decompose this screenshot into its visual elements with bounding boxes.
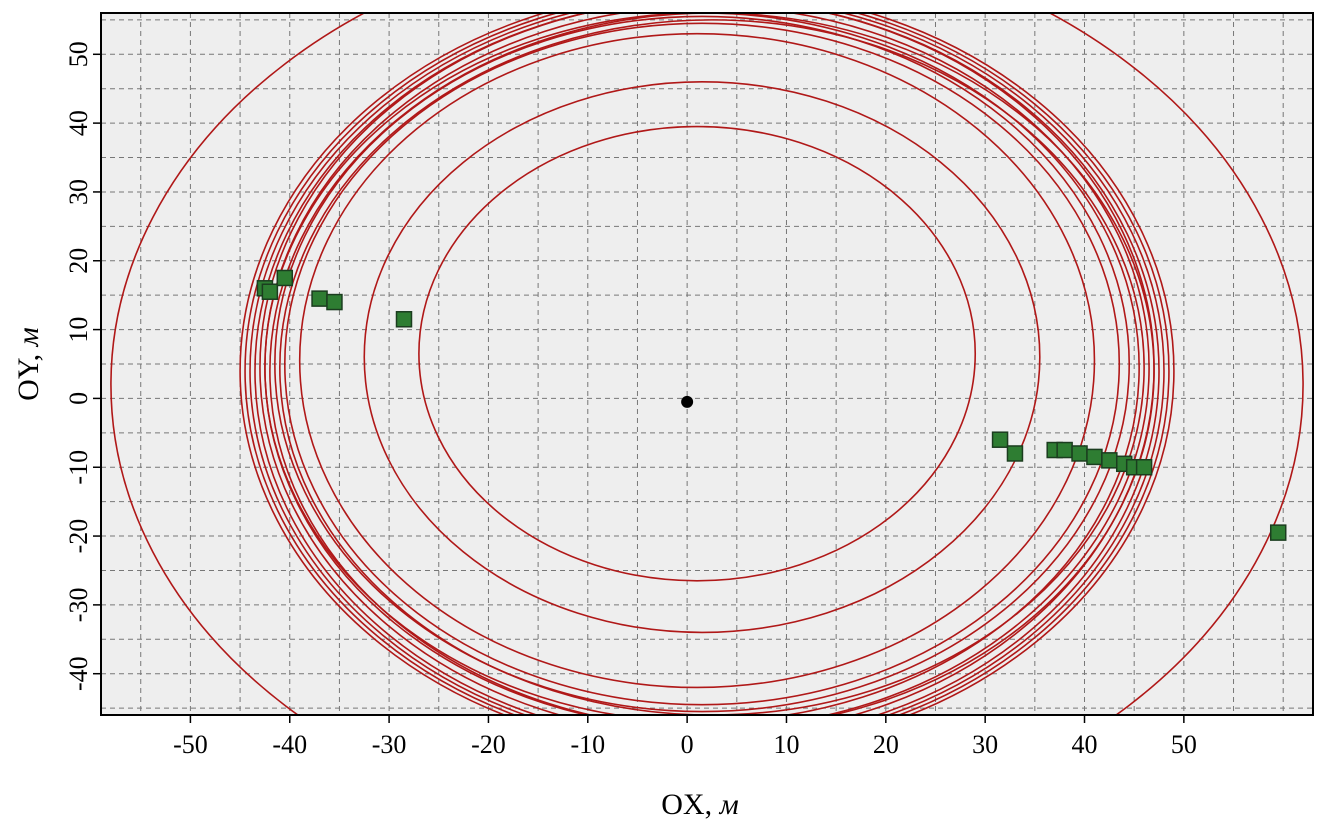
data-point-marker [1086, 448, 1103, 466]
y-tick-label: -30 [64, 588, 93, 623]
data-point-marker [395, 311, 413, 328]
plot-frame [100, 12, 1314, 716]
y-tick-label: 0 [64, 392, 93, 405]
x-axis-title-main: OX, [661, 788, 712, 821]
x-axis-title: OX, м [661, 788, 739, 821]
x-tick-label: 20 [873, 730, 899, 759]
data-point-marker [326, 293, 343, 311]
y-tick-label: 10 [64, 317, 93, 343]
data-point-marker [1071, 445, 1088, 462]
x-axis-title-unit: м [719, 788, 739, 821]
trajectory-curve [110, 13, 1304, 715]
trajectory-curves [110, 13, 1304, 715]
trajectory-curve [298, 32, 1096, 689]
data-point-marker [276, 269, 294, 287]
y-axis-title-unit: м [12, 327, 45, 347]
trajectory-curve [264, 13, 1150, 715]
data-point-marker [1056, 441, 1073, 459]
y-axis-title: OY, м [12, 327, 45, 401]
x-axis-ticks: -50 -40 -30 -20 -10 0 10 20 30 40 50 [173, 715, 1197, 759]
trajectory-curve [254, 13, 1160, 715]
data-point-marker [1269, 524, 1287, 541]
y-axis-title-main: OY, [12, 354, 45, 401]
y-axis-ticks: -40 -30 -20 -10 0 10 20 30 40 50 [64, 41, 101, 691]
x-tick-label: -40 [272, 730, 307, 759]
x-tick-label: 40 [1072, 730, 1098, 759]
y-tick-label: 20 [64, 248, 93, 274]
y-tick-label: 50 [64, 41, 93, 67]
data-point-marker [991, 431, 1009, 448]
y-tick-label: 40 [64, 110, 93, 136]
trajectory-curve [283, 22, 1121, 706]
y-tick-label: -40 [64, 656, 93, 691]
data-point-marker [1006, 445, 1024, 462]
y-tick-label: 30 [64, 179, 93, 205]
trajectory-curve [244, 13, 1170, 715]
center-point [681, 395, 694, 408]
grid [101, 13, 1313, 715]
x-tick-label: -20 [471, 730, 506, 759]
trajectory-curve [274, 15, 1131, 713]
x-tick-label: -50 [173, 730, 208, 759]
x-tick-label: -30 [372, 730, 407, 759]
x-tick-label: 30 [972, 730, 998, 759]
x-tick-label: 50 [1171, 730, 1197, 759]
trajectory-curve [269, 13, 1155, 715]
trajectory-curve [249, 13, 1165, 715]
data-point-marker [261, 283, 279, 300]
data-point-marker [311, 290, 328, 307]
trajectory-curve [363, 81, 1041, 634]
y-tick-label: -20 [64, 519, 93, 554]
y-tick-label: -10 [64, 450, 93, 485]
center-group [681, 395, 694, 408]
trajectory-curve [279, 19, 1145, 715]
markers [256, 269, 1287, 541]
x-tick-label: 10 [773, 730, 799, 759]
x-tick-label: 0 [681, 730, 694, 759]
trajectory-curve [239, 13, 1175, 715]
trajectory-curve [418, 125, 977, 582]
data-point-marker [1101, 452, 1118, 469]
x-tick-label: -10 [570, 730, 605, 759]
data-point-marker [1135, 458, 1153, 476]
